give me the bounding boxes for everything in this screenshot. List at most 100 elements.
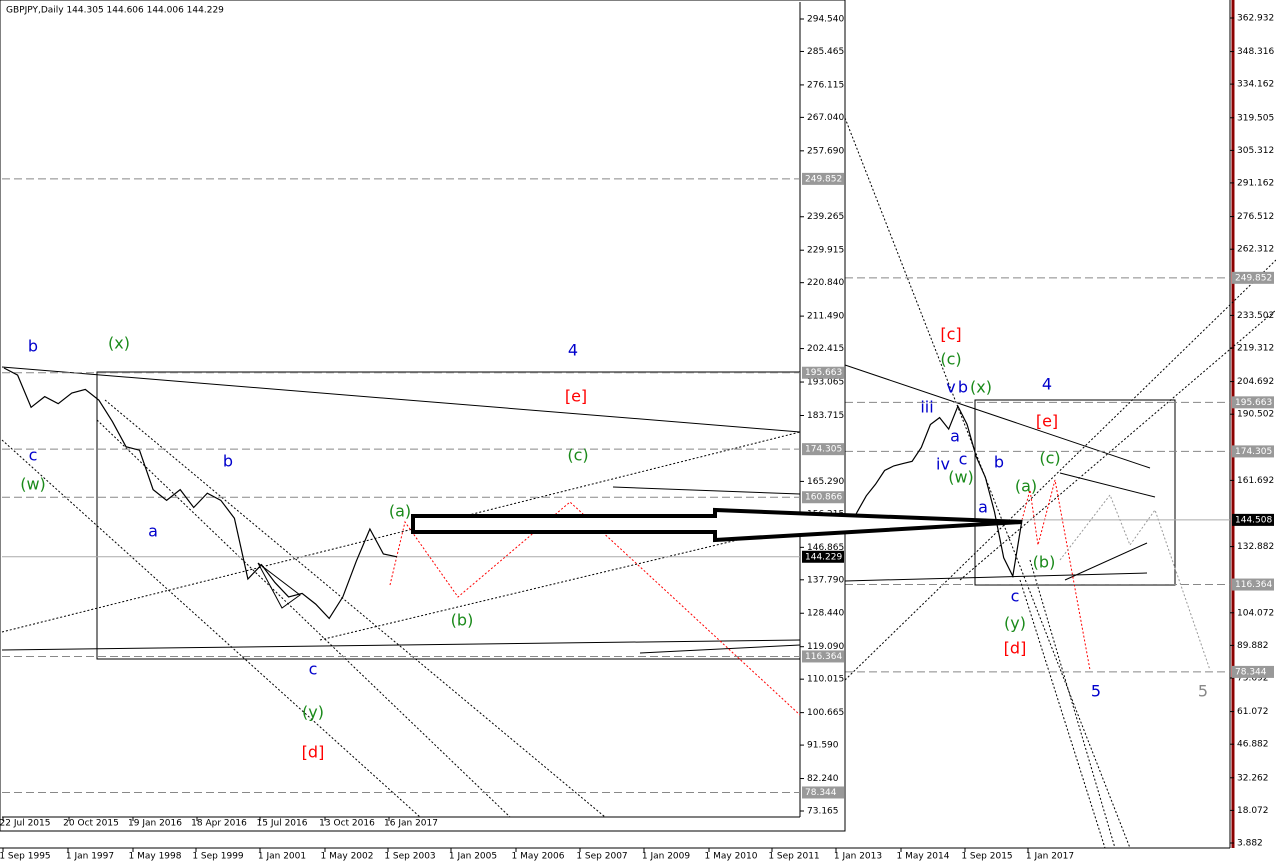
wave-label: (y) (1004, 614, 1026, 633)
wave-label: (w) (948, 468, 974, 487)
x-tick-label: 1 May 2002 (321, 852, 374, 862)
y-tick-label: 3.882 (1237, 839, 1263, 849)
level-label-box (802, 172, 844, 185)
y-tick-label: 294.540 (807, 14, 844, 24)
wave-label: b (994, 453, 1004, 472)
wave-label: (a) (1015, 477, 1037, 496)
channel-line (1, 399, 801, 818)
price-line (3, 367, 398, 620)
wave-label: (a) (389, 502, 411, 521)
level-label-box (1232, 445, 1274, 458)
x-tick-label: 19 Jan 2016 (128, 819, 182, 829)
y-tick-label: 100.665 (807, 708, 844, 718)
y-tick-label: 202.415 (807, 344, 844, 354)
wave-label: [d] (302, 743, 325, 762)
x-tick-label: 1 Jan 2017 (1026, 852, 1074, 862)
y-tick-label: 82.240 (807, 774, 839, 784)
y-tick-label: 110.015 (807, 675, 844, 685)
y-tick-label: 267.040 (807, 113, 844, 123)
y-tick-label: 161.692 (1237, 476, 1274, 486)
y-tick-label: 285.465 (807, 47, 844, 57)
x-tick-label: 1 Sep 2011 (768, 852, 819, 862)
y-tick-label: 291.162 (1237, 178, 1274, 188)
y-tick-label: 319.505 (1237, 113, 1274, 123)
level-label: 174.305 (805, 445, 842, 455)
wave-label: (c) (567, 446, 588, 465)
y-tick-label: 334.162 (1237, 80, 1274, 90)
channel-line (844, 117, 1276, 849)
wave-label: iv (936, 455, 950, 474)
y-tick-label: 89.882 (1237, 641, 1269, 651)
y-tick-label: 132.882 (1237, 542, 1274, 552)
x-tick-label: 1 Sep 1999 (192, 852, 244, 862)
y-tick-label: 18.072 (1237, 806, 1269, 816)
wave-label: c (309, 660, 318, 679)
wave-label: b (28, 337, 38, 356)
y-tick-label: 239.265 (807, 212, 844, 222)
wave-label: (c) (940, 350, 961, 369)
level-label-box (1232, 578, 1274, 591)
level-label-box (802, 443, 844, 456)
y-tick-label: 46.882 (1237, 740, 1269, 750)
x-tick-label: 1 Jan 2009 (642, 852, 690, 862)
x-tick-label: 1 Jan 2013 (834, 852, 882, 862)
y-tick-label: 91.590 (807, 741, 839, 751)
y-tick-label: 305.312 (1237, 146, 1274, 156)
y-tick-label: 211.490 (807, 312, 844, 322)
y-tick-label: 104.072 (1237, 608, 1274, 618)
y-tick-label: 119.090 (807, 642, 844, 652)
wave-label: c (29, 446, 38, 465)
level-label-box (1232, 271, 1274, 284)
x-tick-label: 1 May 1998 (129, 852, 182, 862)
level-label: 144.229 (805, 552, 842, 562)
y-tick-label: 219.312 (1237, 344, 1274, 354)
y-tick-label: 276.115 (807, 80, 844, 90)
trend-line (612, 486, 801, 495)
level-label: 195.663 (1235, 398, 1272, 408)
x-tick-label: 1 Sep 2007 (576, 852, 627, 862)
wave-label: (b) (451, 611, 474, 630)
x-tick-label: 1 Sep 2003 (384, 852, 435, 862)
level-label: 160.866 (805, 493, 842, 503)
wave-label: a (148, 522, 158, 541)
trend-line (1064, 542, 1148, 581)
level-label: 174.305 (1235, 447, 1272, 457)
level-label-box (802, 366, 844, 379)
level-label-box (1232, 513, 1274, 526)
y-tick-label: 262.312 (1237, 245, 1274, 255)
window (0, 0, 846, 832)
chart-title: GBPJPY,Daily 144.305 144.606 144.006 144… (6, 6, 224, 16)
wave-label: 5 (1091, 682, 1101, 701)
level-label-box (802, 650, 844, 663)
x-tick-label: 1 May 2014 (897, 852, 950, 862)
level-label-box (1232, 396, 1274, 409)
y-tick-label: 229.915 (807, 246, 844, 256)
y-tick-label: 165.290 (807, 477, 844, 487)
x-tick-label: 16 Jan 2017 (384, 819, 438, 829)
x-tick-label: 1 May 2010 (705, 852, 758, 862)
x-tick-label: 20 Oct 2015 (63, 819, 119, 829)
x-tick-label: 1 Jan 2005 (449, 852, 497, 862)
arrow (411, 507, 1023, 543)
wave-label: b (958, 378, 968, 397)
x-tick-label: 1 May 2006 (512, 852, 565, 862)
y-tick-label: 233.502 (1237, 311, 1274, 321)
y-tick-label: 61.072 (1237, 707, 1269, 717)
wave-label: c (959, 450, 968, 469)
wave-label: (x) (108, 334, 130, 353)
y-tick-label: 257.690 (807, 146, 844, 156)
wave-label: v (946, 378, 955, 397)
wave-label: 5 (1198, 682, 1208, 701)
trend-line (844, 364, 1151, 469)
y-tick-label: 128.440 (807, 609, 844, 619)
trend-line (844, 572, 1148, 582)
wave-label: (c) (1039, 449, 1060, 468)
level-label: 144.508 (1235, 515, 1272, 525)
y-tick-label: 220.840 (807, 278, 844, 288)
wave-label: (y) (302, 703, 324, 722)
y-tick-label: 137.790 (807, 575, 844, 585)
level-label-box (802, 550, 844, 563)
y-tick-label: 204.692 (1237, 377, 1274, 387)
